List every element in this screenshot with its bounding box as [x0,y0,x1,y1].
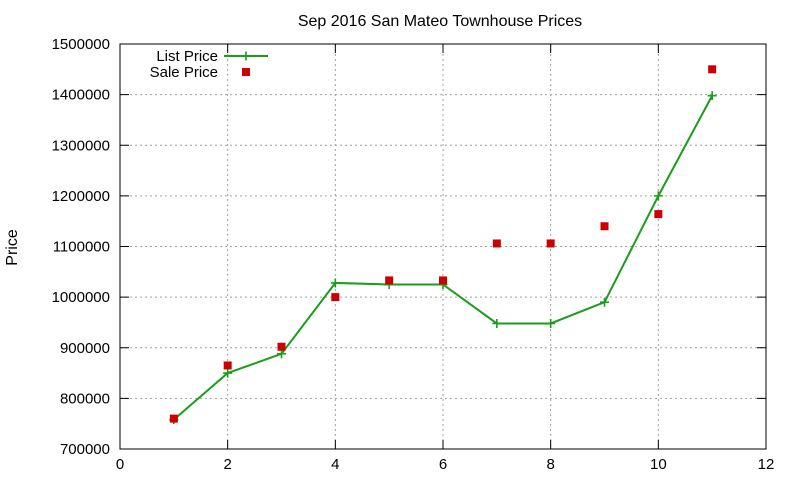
list-price-point [492,318,502,328]
sale-price-point [600,222,609,231]
x-tick-label: 10 [650,456,667,473]
list-price-point [546,318,556,328]
legend-label: List Price [156,48,218,65]
y-tick-label: 1000000 [52,289,110,306]
y-tick-label: 1100000 [53,239,110,256]
sale-price-point [385,276,394,285]
sale-price-point [169,414,178,423]
y-tick-label: 1300000 [52,137,110,154]
x-tick-label: 12 [758,456,775,473]
series-sale-price [169,65,717,423]
legend-swatch-marker [242,68,250,76]
y-tick-label: 1400000 [52,87,110,104]
sale-price-point [492,239,501,248]
sale-price-point [439,276,447,285]
y-tick-label: 1200000 [52,188,110,205]
y-tick-label: 900000 [60,340,110,357]
legend-label: Sale Price [150,64,218,81]
y-tick-label: 800000 [60,390,110,407]
x-tick-label: 4 [331,456,339,473]
y-axis-label: Price [4,229,21,266]
sale-price-point [223,361,232,370]
series [169,65,717,425]
list-price-point [707,91,717,101]
series-list-price [169,91,717,425]
sale-price-point [277,342,286,351]
chart-title: Sep 2016 San Mateo Townhouse Prices [298,13,582,30]
legend-swatch-marker [241,51,251,61]
x-tick-label: 8 [546,456,554,473]
y-tick-label: 700000 [60,441,110,458]
list-price-point [653,191,663,201]
list-price-point [277,349,286,359]
list-price-point [600,297,609,307]
x-tick-label: 0 [116,456,124,473]
list-price-point [330,278,340,288]
grid [120,44,766,449]
sale-price-point [546,239,555,248]
axis-ticks: 700000 800000 900000 1000000 1100000 1200000 1… [52,36,775,473]
y-tick-label: 1500000 [52,36,110,53]
sale-price-point [331,293,340,302]
sale-price-point [654,210,663,219]
x-tick-label: 2 [223,456,231,473]
list-price-point [223,368,233,378]
sale-price-point [708,65,717,74]
x-tick-label: 6 [439,456,447,473]
